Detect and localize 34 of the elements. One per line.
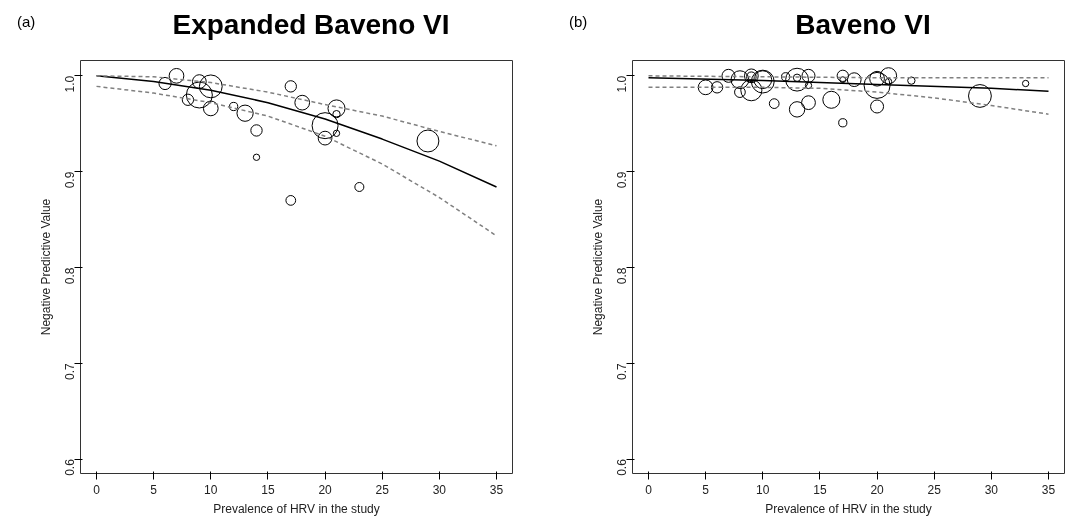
text: (a) <box>17 12 36 32</box>
x-tick-label: 25 <box>927 482 942 497</box>
y-tick-label: 0.7 <box>615 362 629 380</box>
x-axis-title: Prevalence of HRV in the study <box>213 501 380 516</box>
x-tick-label: 20 <box>318 482 333 497</box>
x-tick-label: 35 <box>1041 482 1056 497</box>
chart-title: Expanded Baveno VI <box>172 8 450 42</box>
y-tick-label: 0.6 <box>63 458 77 476</box>
chart-title: Baveno VI <box>795 8 931 42</box>
y-tick-label: 0.9 <box>63 171 77 189</box>
x-tick-label: 35 <box>489 482 504 497</box>
x-tick-label: 20 <box>870 482 885 497</box>
x-tick-label: 5 <box>150 482 158 497</box>
x-tick-label: 5 <box>702 482 710 497</box>
x-tick-label: 10 <box>756 482 770 497</box>
x-tick-label: 0 <box>93 482 101 497</box>
y-axis-title: Negative Predictive Value <box>38 198 53 336</box>
y-tick-label: 0.8 <box>615 267 629 285</box>
y-tick-label: 1.0 <box>63 75 77 93</box>
x-tick-label: 0 <box>645 482 653 497</box>
y-axis-title: Negative Predictive Value <box>590 198 605 336</box>
y-tick-label: 0.6 <box>615 458 629 476</box>
x-tick-label: 15 <box>813 482 827 497</box>
x-axis-title: Prevalence of HRV in the study <box>765 501 932 516</box>
text: (b) <box>569 12 588 32</box>
x-tick-label: 15 <box>261 482 275 497</box>
x-tick-label: 10 <box>204 482 218 497</box>
y-tick-label: 0.8 <box>63 267 77 285</box>
y-tick-label: 1.0 <box>615 75 629 93</box>
x-tick-label: 30 <box>432 482 447 497</box>
y-tick-label: 0.9 <box>615 171 629 189</box>
x-tick-label: 30 <box>984 482 999 497</box>
y-tick-label: 0.7 <box>63 362 77 380</box>
x-tick-label: 25 <box>375 482 390 497</box>
